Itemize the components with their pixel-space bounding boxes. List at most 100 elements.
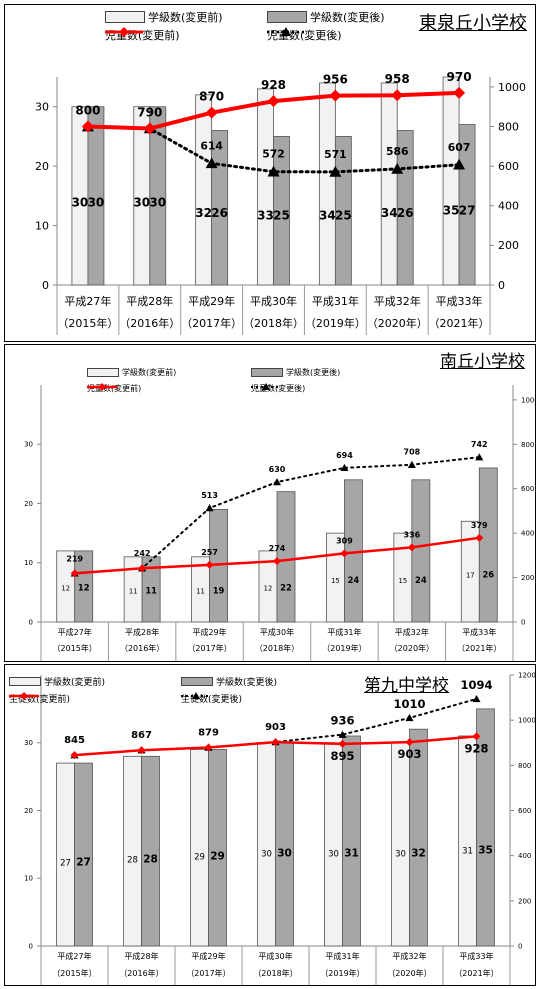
legend-label: 学級数(変更前) [148, 11, 223, 24]
legend-swatch-line-before [87, 383, 117, 391]
bar-before-value: 11 [129, 587, 138, 595]
chart-svg: 0 10 20 30 0 200 400 600 800 1000 平成27年 （2015年） 平成28… [24, 385, 535, 661]
legend-swatch-bar-after [251, 368, 283, 377]
bar-before-value: 15 [331, 577, 340, 585]
legend-swatch-bar-before [105, 11, 145, 23]
legend-label: 学級数(変更後) [286, 368, 341, 377]
category-label: 平成27年 [57, 951, 91, 961]
chart-legend: 学級数(変更前) 学級数(変更後) 生徒数(変更前) 生徒数(変更後) [5, 665, 535, 705]
category-label: 平成33年 [462, 627, 496, 637]
category-sublabel: （2017年） [181, 316, 242, 330]
legend-label: 児童数(変更後) [251, 384, 306, 393]
line-after-value: 607 [448, 141, 471, 154]
line-before-marker [205, 560, 214, 569]
legend-item-line-before: 児童数(変更前) [87, 383, 141, 394]
bar-before-value: 27 [60, 859, 71, 869]
line-before-value: 219 [66, 554, 83, 563]
category-sublabel: （2019年） [305, 316, 366, 330]
bar-before-value: 30 [328, 850, 339, 860]
left-tick-label: 30 [35, 101, 49, 114]
legend-swatch-bar-after [181, 677, 213, 686]
line-after-marker [340, 463, 349, 472]
right-tick-label: 0 [498, 279, 505, 292]
bar-after-value: 30 [277, 848, 292, 860]
bar-before [442, 76, 460, 286]
legend-label: 児童数(変更前) [87, 384, 142, 393]
bar-before-value: 17 [466, 572, 475, 580]
line-after-value: 614 [200, 139, 223, 152]
line-after-marker [472, 694, 481, 703]
category-sublabel: （2015年） [52, 968, 96, 978]
bar-after-value: 24 [348, 575, 360, 585]
line-after-value: 630 [269, 465, 286, 474]
category-sublabel: （2018年） [243, 316, 304, 330]
line-after-marker [475, 453, 484, 461]
line-before-marker [273, 557, 281, 566]
left-tick-label: 20 [24, 500, 33, 508]
line-before-value: 379 [471, 521, 488, 530]
legend-label: 学級数(変更前) [44, 678, 106, 688]
line-before-marker [271, 738, 280, 747]
category-label: 平成33年 [459, 951, 493, 961]
right-tick-label: 0 [518, 942, 522, 950]
line-after-value: 936 [330, 714, 354, 728]
school-name: 東泉丘小学校 [417, 9, 529, 35]
legend-item-line-before: 生徒数(変更前) [9, 692, 70, 705]
line-before-marker [267, 95, 280, 108]
bar-after-value: 22 [280, 583, 292, 593]
right-tick-label: 800 [518, 762, 531, 770]
category-sublabel: （2018年） [253, 968, 297, 978]
line-before-value: 800 [75, 104, 100, 118]
category-label: 平成31年 [312, 294, 359, 308]
category-sublabel: （2017年） [186, 968, 230, 978]
legend-swatch-line-before [9, 692, 39, 700]
right-tick-label: 800 [521, 441, 534, 449]
category-label: 平成27年 [64, 294, 111, 308]
category-sublabel: （2016年） [119, 968, 163, 978]
right-tick-label: 1000 [521, 396, 535, 404]
legend-swatch-bar-before [9, 677, 41, 686]
legend-item-bar-before: 学級数(変更前) [87, 367, 176, 378]
bar-before-value: 30 [261, 850, 272, 860]
line-before-value: 257 [201, 548, 218, 557]
bar-after [141, 556, 161, 623]
category-sublabel: （2016年） [119, 316, 180, 330]
bar-after-value: 26 [397, 206, 414, 220]
line-before-value: 958 [385, 72, 410, 86]
line-before-marker [329, 89, 342, 102]
bar-after [411, 479, 431, 623]
line-after-marker [267, 165, 280, 177]
line-before-value: 928 [261, 78, 286, 92]
bar-after [476, 708, 495, 947]
line-before-value: 903 [397, 747, 421, 761]
bar-before [123, 755, 142, 947]
bar-after-value: 27 [76, 857, 91, 869]
bar-after [74, 762, 93, 947]
bar-before-value: 30 [72, 196, 89, 210]
line-before-value: 274 [269, 544, 286, 553]
bar-before-value: 33 [257, 209, 274, 223]
category-sublabel: （2017年） [187, 643, 231, 653]
line-before-marker [70, 569, 79, 578]
bar-after [211, 130, 229, 286]
chart-panel-higashi-izumigaoka: 0 10 20 30 0 200 400 600 800 1000 平成27年 （2015年） 平成28… [4, 4, 536, 342]
legend-item-bar-after: 学級数(変更後) [267, 9, 385, 25]
left-tick-label: 30 [24, 441, 33, 449]
legend-label: 学級数(変更後) [216, 678, 278, 688]
line-before-value: 790 [137, 106, 162, 120]
bar-after-value: 26 [211, 206, 228, 220]
bar-before-value: 28 [127, 856, 138, 866]
legend-label: 学級数(変更前) [122, 368, 177, 377]
category-label: 平成27年 [58, 627, 92, 637]
line-before-marker [81, 120, 94, 133]
legend-label: 生徒数(変更前) [9, 695, 71, 705]
bar-after [409, 728, 428, 947]
bar-after-value: 30 [88, 196, 105, 210]
bar-before [257, 742, 276, 947]
chart-legend: 学級数(変更前) 学級数(変更後) 児童数(変更前) 児童数(変更後) [5, 345, 535, 393]
legend-swatch-line-after [181, 692, 211, 699]
category-label: 平成30年 [260, 627, 294, 637]
line-before-value: 867 [131, 730, 152, 741]
bar-after-value: 29 [210, 851, 225, 863]
right-tick-label: 600 [521, 485, 534, 493]
